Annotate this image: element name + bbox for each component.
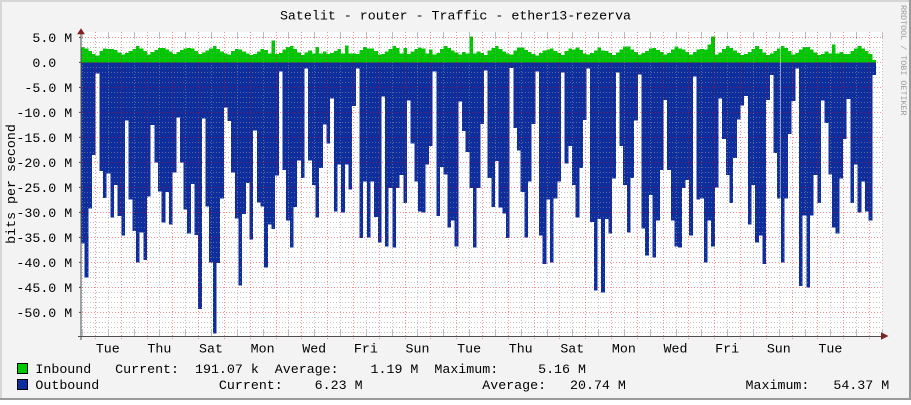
svg-text:Tue: Tue [96, 342, 120, 357]
svg-text:M: M [64, 156, 72, 171]
svg-text:Fri: Fri [354, 342, 378, 357]
svg-text:-45.0: -45.0 [16, 281, 56, 296]
svg-text:M: M [64, 81, 72, 96]
svg-text:M: M [64, 206, 72, 221]
svg-text:Inbound Current: 191.07 k: Inbound Current: 191.07 k Average: 1.19 … [35, 362, 586, 377]
svg-text:M: M [64, 231, 72, 246]
svg-text:Thu: Thu [147, 342, 171, 357]
svg-text:RRDTOOL / TOBI OETIKER: RRDTOOL / TOBI OETIKER [898, 5, 908, 116]
svg-text:-35.0: -35.0 [16, 231, 56, 246]
svg-text:-10.0: -10.0 [16, 106, 56, 121]
svg-text:M: M [64, 306, 72, 321]
svg-text:Wed: Wed [664, 342, 688, 357]
svg-text:-50.0: -50.0 [16, 306, 56, 321]
svg-text:Thu: Thu [509, 342, 533, 357]
svg-text:-30.0: -30.0 [16, 206, 56, 221]
svg-text:Mon: Mon [251, 342, 275, 357]
svg-text:Mon: Mon [612, 342, 636, 357]
svg-text:M: M [64, 181, 72, 196]
svg-text:Wed: Wed [302, 342, 326, 357]
svg-text:Tue: Tue [818, 342, 842, 357]
svg-text:Sun: Sun [406, 342, 430, 357]
svg-text:Sun: Sun [767, 342, 791, 357]
svg-text:M: M [64, 31, 72, 46]
svg-text:bits per second: bits per second [4, 124, 19, 244]
svg-text:-15.0: -15.0 [16, 131, 56, 146]
svg-text:Sat: Sat [199, 342, 223, 357]
svg-text:Fri: Fri [715, 342, 739, 357]
svg-text:M: M [64, 256, 72, 271]
svg-text:M: M [64, 106, 72, 121]
svg-text:M: M [64, 281, 72, 296]
svg-text:0.0: 0.0 [32, 56, 56, 71]
svg-text:-40.0: -40.0 [16, 256, 56, 271]
svg-text:Tue: Tue [457, 342, 481, 357]
svg-text:-20.0: -20.0 [16, 156, 56, 171]
svg-text:Satelit - router - Traffic - e: Satelit - router - Traffic - ether13-rez… [280, 8, 631, 23]
svg-text:-5.0: -5.0 [24, 81, 56, 96]
svg-text:Outbound Current: Outbound Current: 6.23 M Average: 20.74 … [35, 378, 889, 393]
svg-text:M: M [64, 131, 72, 146]
svg-text:Sat: Sat [560, 342, 584, 357]
svg-text:5.0: 5.0 [32, 31, 56, 46]
svg-text:-25.0: -25.0 [16, 181, 56, 196]
